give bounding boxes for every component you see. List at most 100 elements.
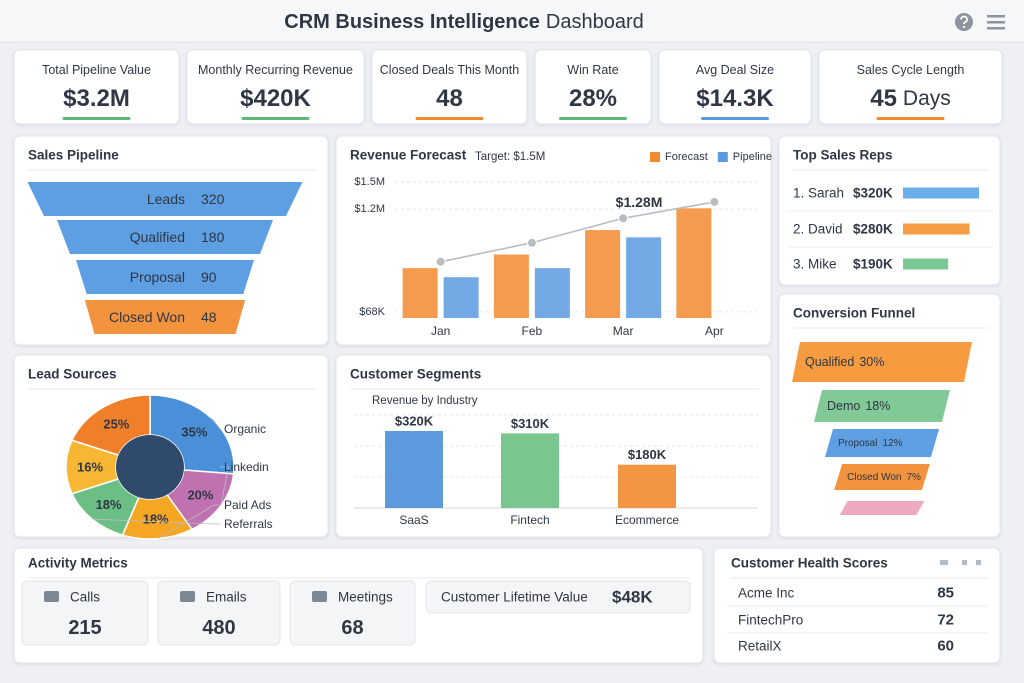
trend-point [618, 213, 629, 224]
legend-label: Forecast [665, 151, 708, 163]
card-title: Conversion Funnel [793, 306, 915, 321]
card [658, 49, 812, 125]
kpi-accent [701, 117, 769, 120]
stage-value: 18% [865, 399, 890, 413]
category-label: Paid Ads [224, 498, 271, 512]
funnel-stage [76, 260, 254, 294]
metric-icon [44, 591, 59, 602]
kpi-value: $3.2M [63, 85, 130, 112]
stage-name: Leads [147, 191, 185, 207]
slice-label: 20% [187, 488, 213, 503]
y-tick-label: $1.5M [354, 176, 385, 188]
kpi-label: Win Rate [567, 63, 618, 77]
stage-label: Qualified 30% [805, 355, 884, 369]
metric-icon [180, 591, 195, 602]
kpi-unit: Days [903, 87, 951, 110]
trend-point [709, 196, 720, 207]
metric-label: Meetings [338, 590, 393, 605]
y-tick-label: $1.2M [354, 203, 385, 215]
stage-value: 180 [201, 229, 225, 245]
window-control [940, 560, 948, 565]
legend-swatch [650, 152, 660, 162]
stage-name: Closed Won [847, 472, 901, 483]
card-title: Top Sales Reps [793, 148, 893, 163]
kpi-label: Closed Deals This Month [380, 63, 519, 77]
rep-name: 1. Sarah [793, 186, 844, 201]
card-title: Sales Pipeline [28, 148, 119, 163]
stage-name: Closed Won [109, 309, 185, 325]
header-bar [0, 0, 1024, 42]
customer-name: FintechPro [738, 613, 803, 628]
customer-name: RetailX [738, 639, 782, 654]
title-light: Dashboard [546, 11, 644, 33]
legend-label: Pipeline [733, 151, 772, 163]
kpi-number: $14.3K [696, 85, 774, 112]
kpi-value: $420K [240, 85, 311, 112]
card-title: Lead Sources [28, 367, 117, 382]
funnel-stage [834, 464, 930, 490]
card [13, 49, 180, 125]
kpi-number: 45 [870, 85, 897, 112]
funnel-stage [825, 429, 939, 457]
category-label: Organic [224, 422, 266, 436]
kpi-accent [62, 117, 131, 120]
card-title: Revenue Forecast [350, 148, 467, 163]
card [186, 49, 365, 125]
stage-name: Proposal [130, 269, 185, 285]
slice-label: 25% [103, 416, 129, 431]
card-title: Customer Health Scores [731, 556, 888, 571]
metric-value: 215 [68, 617, 101, 639]
menu-line [987, 15, 1005, 18]
help-dot [962, 25, 966, 29]
help-button[interactable] [955, 13, 973, 31]
customer-name: Acme Inc [738, 586, 795, 601]
funnel-stage [814, 390, 950, 422]
card-title: Customer Segments [350, 367, 481, 382]
rep-value: $280K [853, 222, 893, 237]
stage-label: Closed Won 7% [847, 472, 921, 483]
bar [493, 254, 529, 318]
clv-value: $48K [612, 588, 653, 607]
rep-value: $320K [853, 186, 893, 201]
card-title: Activity Metrics [28, 556, 128, 571]
bar [443, 277, 479, 318]
bar [585, 230, 621, 318]
bar [501, 433, 559, 508]
stage-name: Qualified [130, 229, 185, 245]
x-tick-label: Fintech [510, 513, 549, 527]
stage-value: 12% [882, 438, 902, 449]
metric-value: 68 [341, 617, 363, 639]
trend-point [526, 237, 537, 248]
page-title: CRM Business Intelligence Dashboard [284, 11, 643, 33]
slice-label: 16% [77, 460, 103, 475]
x-tick-label: SaaS [399, 513, 428, 527]
y-tick-label: $68K [359, 306, 385, 318]
kpi-value: 28% [569, 85, 617, 112]
slice-label: 18% [96, 497, 122, 512]
kpi-label: Total Pipeline Value [42, 63, 151, 77]
bar [903, 258, 949, 270]
chart-subtitle: Revenue by Industry [372, 395, 478, 407]
title-bold: CRM Business Intelligence [284, 11, 540, 33]
kpi-label: Sales Cycle Length [857, 63, 965, 77]
bar [385, 431, 443, 508]
menu-button[interactable] [987, 15, 1005, 30]
bar [903, 223, 970, 235]
x-tick-label: Apr [705, 324, 724, 338]
stage-value: 30% [859, 355, 884, 369]
bar [676, 208, 712, 318]
x-tick-label: Ecommerce [615, 513, 679, 527]
stage-name: Proposal [838, 438, 877, 449]
leader-line [157, 504, 220, 540]
kpi-accent [415, 117, 484, 120]
bar [626, 237, 662, 318]
help-glyph [960, 15, 968, 25]
card [818, 49, 1003, 125]
kpi-value: 45 Days [870, 85, 951, 112]
health-score: 60 [937, 638, 954, 655]
metric-label: Emails [206, 590, 247, 605]
health-score: 72 [937, 612, 954, 629]
stage-value: 48 [201, 309, 217, 325]
category-label: Linkedin [224, 460, 269, 474]
leader-line [211, 418, 221, 430]
